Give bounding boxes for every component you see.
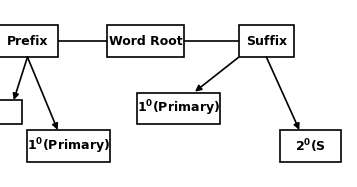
FancyBboxPatch shape (239, 25, 294, 57)
FancyBboxPatch shape (280, 130, 341, 162)
FancyBboxPatch shape (107, 25, 184, 57)
Text: Suffix: Suffix (246, 35, 287, 48)
FancyBboxPatch shape (0, 25, 58, 57)
FancyBboxPatch shape (137, 93, 220, 124)
FancyBboxPatch shape (27, 130, 110, 162)
Text: $\mathbf{2^0}$$\mathbf{(S}$: $\mathbf{2^0}$$\mathbf{(S}$ (295, 137, 326, 155)
Text: $\mathbf{1^0}$$\mathbf{(Primary)}$: $\mathbf{1^0}$$\mathbf{(Primary)}$ (137, 99, 220, 118)
FancyBboxPatch shape (0, 100, 22, 124)
Text: $\mathbf{1^0}$$\mathbf{(Primary)}$: $\mathbf{1^0}$$\mathbf{(Primary)}$ (27, 136, 110, 156)
Text: Word Root: Word Root (109, 35, 182, 48)
Text: Prefix: Prefix (7, 35, 48, 48)
